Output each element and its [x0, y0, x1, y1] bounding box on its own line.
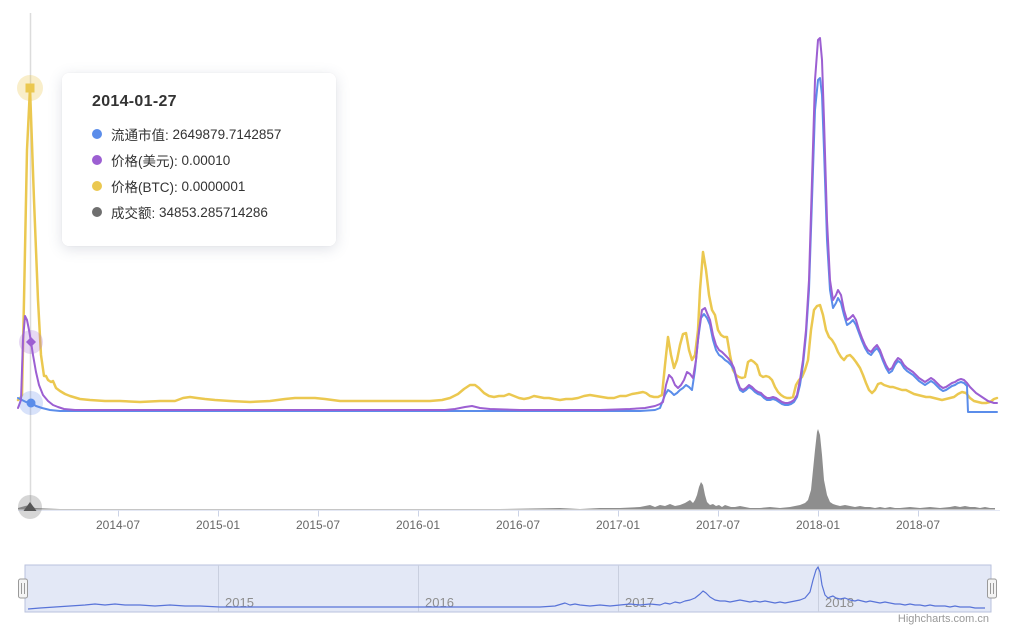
tooltip-value: 34853.285714286: [159, 204, 268, 220]
x-axis-label: 2017-07: [696, 518, 740, 532]
navigator-year-label: 2016: [425, 595, 454, 610]
square-marker-icon: [25, 83, 35, 93]
tooltip-value: 0.00010: [181, 152, 231, 168]
diamond-marker-icon: [26, 337, 36, 347]
x-axis-label: 2014-07: [96, 518, 140, 532]
navigator-series: [27, 566, 985, 610]
x-axis-label: 2016-07: [496, 518, 540, 532]
tooltip-value: 2649879.7142857: [172, 126, 282, 142]
x-axis-label: 2016-01: [396, 518, 440, 532]
line-series-价格(BTC): [16, 86, 999, 405]
tooltip-date: 2014-01-27: [92, 93, 177, 110]
series-dot-volume-icon: [92, 207, 102, 217]
tooltip-row-volume: 成交额 34853.285714286: [92, 199, 312, 225]
navigator-handle-right[interactable]: [987, 578, 997, 599]
highcharts-credit-link[interactable]: Highcharts.com.cn: [897, 613, 989, 625]
series-dot-market-cap-icon: [92, 129, 102, 139]
tooltip-row-price-usd: 价格(美元) 0.00010: [92, 147, 312, 173]
tooltip-value: 0.0000001: [181, 178, 246, 194]
circle-marker-icon: [26, 398, 36, 408]
tooltip-label: 价格(美元): [111, 150, 182, 170]
x-axis-label: 2015-01: [196, 518, 240, 532]
volume-area-series: [18, 429, 995, 510]
navigator-mask[interactable]: [24, 564, 992, 613]
x-axis-label: 2017-01: [596, 518, 640, 532]
tooltip-label: 流通市值: [111, 124, 173, 144]
series-dot-price-btc-icon: [92, 181, 102, 191]
x-axis-label: 2018-07: [896, 518, 940, 532]
navigator-year-label: 2015: [225, 595, 254, 610]
tooltip-row-market-cap: 流通市值 2649879.7142857: [92, 121, 312, 147]
series-dot-price-usd-icon: [92, 155, 102, 165]
x-axis-label: 2018-01: [796, 518, 840, 532]
tooltip-label: 价格(BTC): [111, 176, 182, 196]
tooltip-row-price-btc: 价格(BTC) 0.0000001: [92, 173, 312, 199]
navigator-handle-left[interactable]: [18, 578, 28, 599]
tooltip-label: 成交额: [111, 202, 159, 222]
line-series-价格(美元): [17, 37, 998, 411]
chart-tooltip: 2014-01-27 流通市值 2649879.7142857 价格(美元) 0…: [62, 73, 336, 246]
x-axis-label: 2015-07: [296, 518, 340, 532]
navigator-year-label: 2017: [625, 595, 654, 610]
triangle-marker-icon: [23, 502, 37, 511]
